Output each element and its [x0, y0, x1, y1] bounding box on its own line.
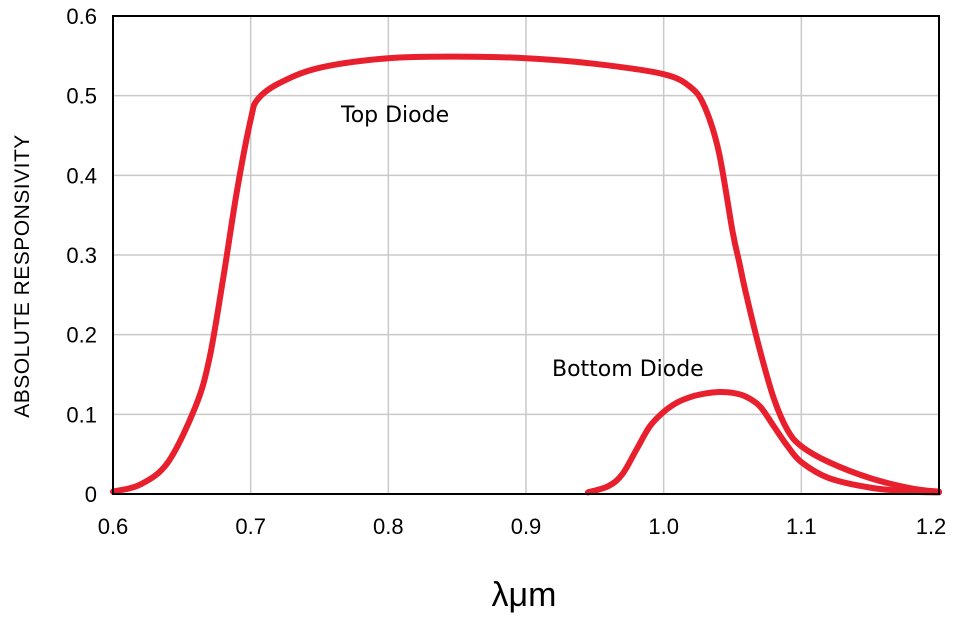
x-tick-label: 0.9: [511, 514, 542, 539]
x-tick-label: 1.0: [648, 514, 679, 539]
x-tick-label: 1.2: [916, 514, 947, 539]
x-axis-title: λμm: [492, 576, 557, 614]
x-tick-labels: 0.6 0.7 0.8 0.9 1.0 1.1 1.2: [98, 514, 947, 539]
series-lines: [110, 53, 942, 496]
plot-frame: [112, 15, 940, 495]
series-line-bottom-diode: [585, 388, 942, 496]
y-tick-label: 0.4: [66, 163, 97, 188]
annotation-top-diode: Top Diode: [340, 103, 449, 128]
x-tick-label: 0.7: [235, 514, 266, 539]
x-tick-label: 0.6: [98, 514, 129, 539]
y-tick-label: 0.6: [66, 4, 97, 29]
annotation-bottom-diode: Bottom Diode: [552, 357, 704, 382]
grid-lines: [113, 16, 939, 494]
y-tick-label: 0.3: [66, 243, 97, 268]
y-axis-title: ABSOLUTE RESPONSIVITY: [11, 134, 34, 418]
x-tick-label: 0.8: [373, 514, 404, 539]
y-tick-label: 0.1: [66, 402, 97, 427]
y-tick-label: 0.5: [66, 84, 97, 109]
y-tick-labels: 0 0.1 0.2 0.3 0.4 0.5 0.6: [66, 4, 97, 507]
series-line-top-diode: [110, 53, 942, 495]
y-tick-label: 0.2: [66, 323, 97, 348]
x-tick-label: 1.1: [786, 514, 817, 539]
y-tick-label: 0: [85, 482, 97, 507]
